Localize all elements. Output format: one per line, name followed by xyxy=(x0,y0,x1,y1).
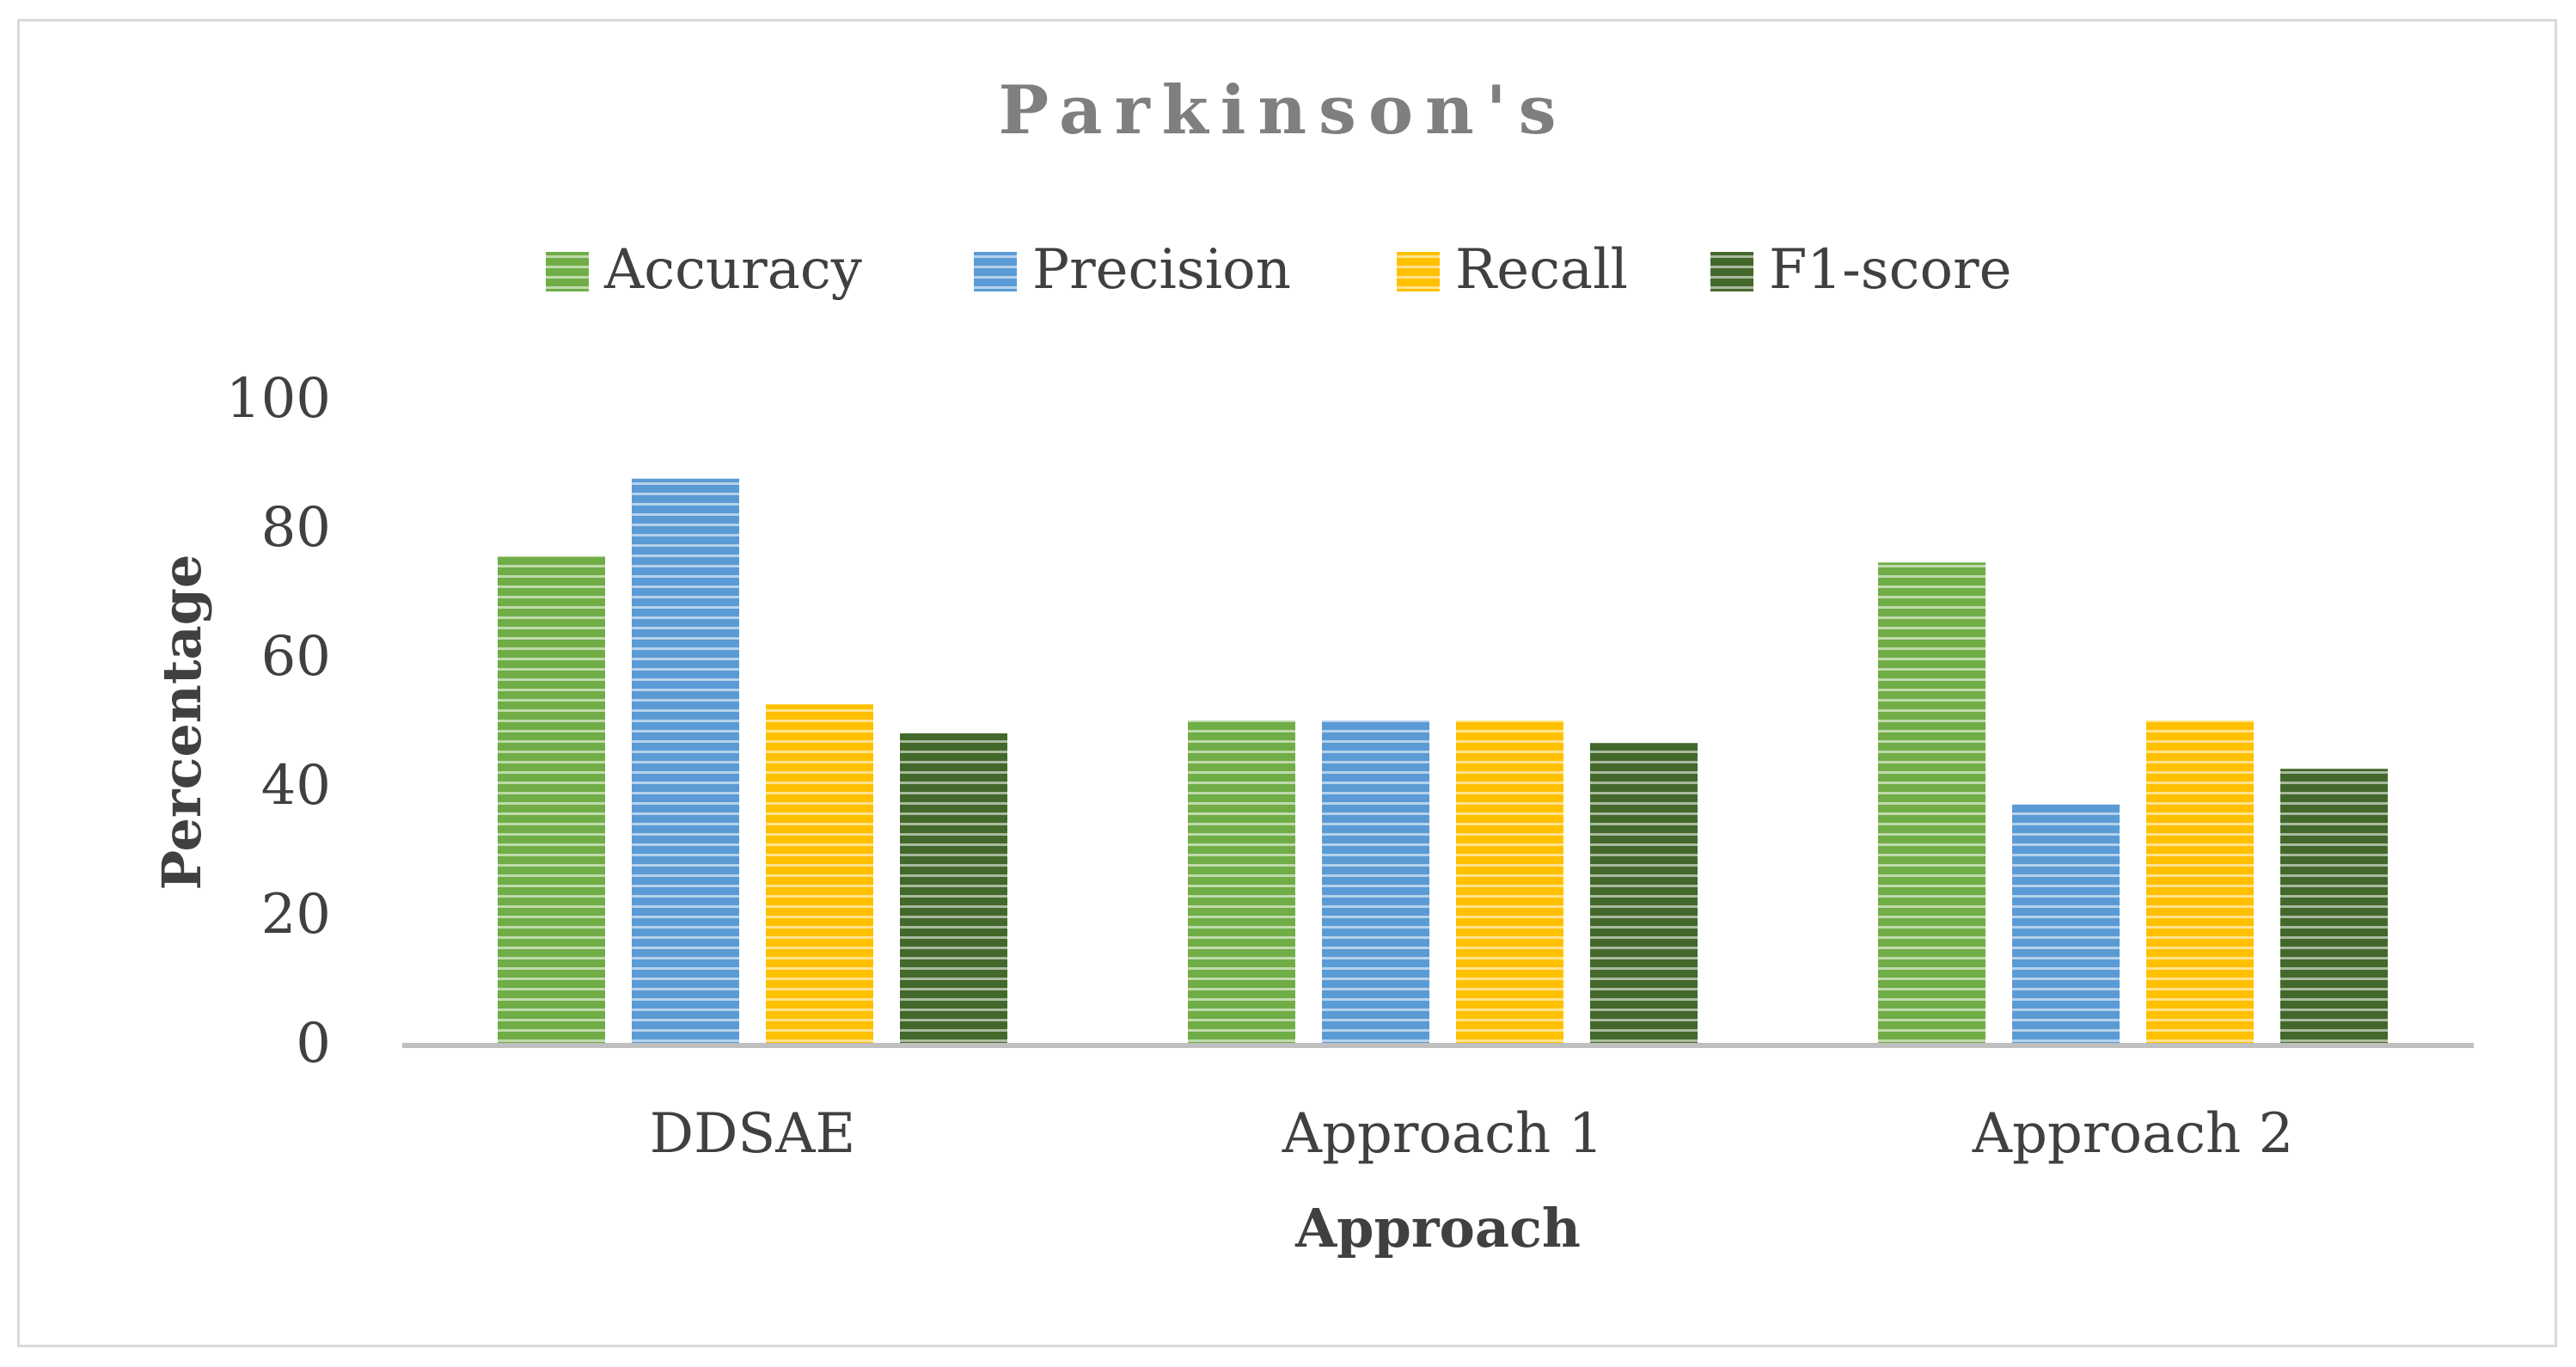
x-category-label-approach-1: Approach 1 xyxy=(1282,1102,1604,1166)
legend-item-f1-score: F1-score xyxy=(1710,238,2011,302)
chart-svg: Parkinson's Accuracy Precision Recall F1-sc… xyxy=(150,71,2474,1260)
legend-label-f1-score: F1-score xyxy=(1769,238,2011,302)
legend-swatch-precision xyxy=(974,252,1017,291)
bars xyxy=(498,478,2388,1043)
legend-label-recall: Recall xyxy=(1455,238,1628,302)
chart-title: Parkinson's xyxy=(998,71,1568,150)
y-tick-label: 0 xyxy=(296,1012,331,1076)
y-axis-ticks: 0 20 40 60 80 100 xyxy=(226,367,331,1076)
bar-approach-1-precision xyxy=(1322,720,1429,1043)
bar-ddsae-f1-score xyxy=(900,733,1007,1043)
bar-ddsae-recall xyxy=(766,704,873,1043)
legend-item-precision: Precision xyxy=(974,238,1291,302)
legend-swatch-f1-score xyxy=(1710,252,1753,291)
x-axis-categories: DDSAE Approach 1 Approach 2 xyxy=(650,1102,2293,1166)
legend-swatch-accuracy xyxy=(546,252,589,291)
legend-item-recall: Recall xyxy=(1397,238,1628,302)
legend-label-precision: Precision xyxy=(1032,238,1291,302)
y-tick-label: 80 xyxy=(261,496,331,560)
y-tick-label: 60 xyxy=(261,625,331,689)
x-category-label-ddsae: DDSAE xyxy=(650,1102,855,1166)
bar-approach-2-precision xyxy=(2012,804,2120,1043)
y-tick-label: 100 xyxy=(226,367,331,431)
bar-approach-2-recall xyxy=(2146,720,2254,1043)
bar-approach-1-recall xyxy=(1456,720,1563,1043)
y-tick-label: 40 xyxy=(261,754,331,818)
legend: Accuracy Precision Recall F1-score xyxy=(546,238,2011,302)
chart-frame: Parkinson's Accuracy Precision Recall F1-sc… xyxy=(17,19,2557,1347)
legend-item-accuracy: Accuracy xyxy=(546,238,862,302)
bar-approach-1-f1-score xyxy=(1590,743,1698,1043)
bar-ddsae-precision xyxy=(632,478,739,1043)
legend-label-accuracy: Accuracy xyxy=(603,238,862,302)
x-axis-title: Approach xyxy=(1294,1197,1581,1260)
legend-swatch-recall xyxy=(1397,252,1440,291)
bar-ddsae-accuracy xyxy=(498,555,605,1043)
bar-approach-2-accuracy xyxy=(1878,562,1986,1043)
bar-approach-2-f1-score xyxy=(2280,769,2388,1043)
y-tick-label: 20 xyxy=(261,883,331,947)
bar-approach-1-accuracy xyxy=(1188,720,1295,1043)
y-axis-title: Percentage xyxy=(150,555,213,891)
x-category-label-approach-2: Approach 2 xyxy=(1972,1102,2294,1166)
